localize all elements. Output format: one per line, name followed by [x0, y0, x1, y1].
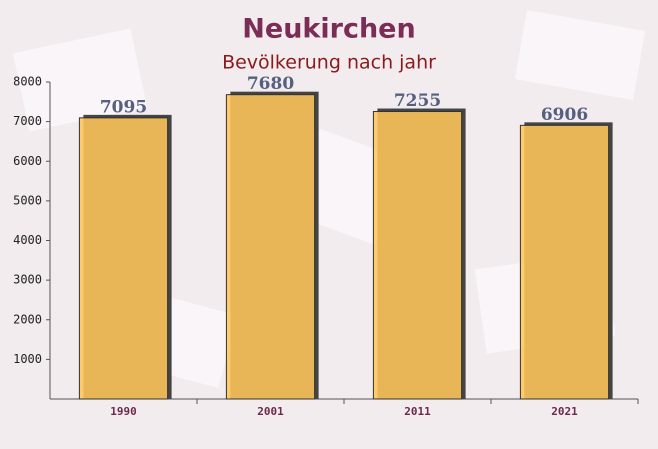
chart-title: Neukirchen: [242, 14, 415, 45]
bar: [372, 111, 463, 400]
y-tick-label: 4000: [13, 233, 42, 247]
y-tick-label: 8000: [13, 75, 42, 89]
y-tick-label: 3000: [13, 273, 42, 287]
bar: [78, 117, 169, 400]
x-tick-label: 2011: [404, 405, 431, 418]
value-label: 7095: [100, 97, 147, 117]
x-tick-label: 2021: [551, 405, 578, 418]
y-tick-label: 1000: [13, 352, 42, 366]
bar: [519, 124, 610, 400]
y-tick-label: 2000: [13, 312, 42, 326]
value-label: 6906: [541, 105, 588, 125]
x-tick-label: 2001: [257, 405, 284, 418]
y-tick-label: 5000: [13, 193, 42, 207]
value-label: 7680: [247, 74, 294, 94]
y-tick-label: 6000: [13, 154, 42, 168]
y-tick-label: 7000: [13, 114, 42, 128]
value-label: 7255: [394, 91, 441, 111]
chart-subtitle: Bevölkerung nach jahr: [222, 52, 436, 74]
bar: [225, 94, 316, 400]
x-tick-label: 1990: [110, 405, 137, 418]
